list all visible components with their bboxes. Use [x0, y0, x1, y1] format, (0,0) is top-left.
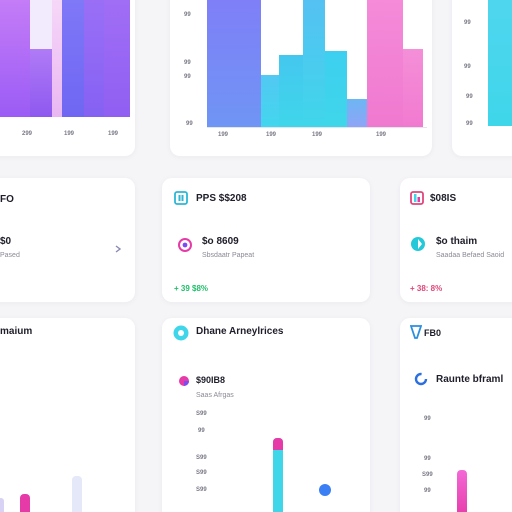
y-tick-label: S99 [422, 472, 433, 478]
metric-value: $o thaim [436, 236, 478, 247]
y-tick-label: 99 [464, 20, 471, 26]
y-tick-label: 99 [184, 12, 191, 18]
chart-card-bottom-mid: Dhane Arneylrices $90IB8 Saas Afrgas S99… [162, 318, 370, 512]
chart-bar [457, 470, 467, 512]
pie-icon [178, 374, 190, 386]
chart-card-top-left: 299 199 199 [0, 0, 135, 156]
chart-card-bottom-left: maium [0, 318, 135, 512]
chart-gridline [207, 127, 427, 128]
card-title: FO [0, 194, 14, 205]
loader-icon [414, 372, 428, 386]
chart-point [319, 484, 331, 496]
y-tick-label: 99 [424, 456, 431, 462]
card-title: FB0 [424, 328, 442, 338]
y-tick-label: 99 [184, 60, 191, 66]
chart-bar [488, 0, 512, 126]
chart-bar [207, 0, 261, 127]
y-tick-label: 99 [424, 416, 431, 422]
grid-icon [174, 191, 188, 205]
chart-bar [0, 498, 4, 512]
y-tick-label: 99 [186, 121, 193, 127]
user-icon [410, 236, 426, 252]
chart-bar [104, 0, 130, 117]
chart-bar [20, 494, 30, 512]
x-tick-label: 199 [108, 131, 119, 137]
chart-bar [279, 55, 303, 127]
y-tick-label: S99 [196, 487, 207, 493]
chart-bar [347, 99, 367, 127]
chart-bar [261, 75, 279, 127]
chart-bar [273, 438, 283, 512]
y-tick-label: 99 [424, 488, 431, 494]
x-tick-label: 299 [22, 131, 33, 137]
card-title: PPS $$208 [196, 193, 247, 204]
metric-card-left[interactable]: FO $0 Pased [0, 178, 135, 302]
metric-value: Raunte bframl [436, 374, 504, 385]
chart-bar [30, 0, 52, 49]
x-tick-label: 199 [218, 132, 229, 138]
x-tick-label: 199 [64, 131, 75, 137]
metric-delta: + 39 $8% [174, 284, 209, 293]
x-tick-label: 199 [376, 132, 387, 138]
y-tick-label: 99 [198, 428, 205, 434]
metric-value: $0 [0, 236, 12, 247]
chart-plot-area [0, 0, 135, 117]
chart-bar [84, 0, 104, 117]
chart-bar [273, 438, 283, 450]
x-tick-label: 199 [312, 132, 323, 138]
metric-value: $o 8609 [202, 236, 239, 247]
refresh-icon[interactable] [173, 325, 189, 341]
chart-card-top-mid: 99 99 99 99 199 199 199 199 [170, 0, 432, 156]
card-title: $08IS [430, 193, 457, 204]
chart-bar [0, 0, 30, 117]
y-tick-label: S99 [196, 411, 207, 417]
y-tick-label: S99 [196, 455, 207, 461]
chart-bar [303, 0, 325, 127]
metric-card-mid[interactable]: PPS $$208 $o 8609 Sbsdaatr Papeat + 39 $… [162, 178, 370, 302]
funnel-icon [409, 325, 423, 339]
chart-plot-area [207, 0, 427, 127]
metric-subtitle: Sbsdaatr Papeat [202, 252, 255, 259]
chevron-right-icon[interactable] [114, 240, 122, 253]
chart-bar [72, 476, 82, 512]
y-tick-label: 99 [184, 74, 191, 80]
target-icon [178, 238, 192, 252]
chart-bar [52, 0, 62, 117]
y-tick-label: 99 [464, 64, 471, 70]
chart-bar [62, 0, 84, 117]
x-tick-label: 199 [266, 132, 277, 138]
card-title: maium [0, 326, 33, 337]
y-tick-label: 99 [466, 94, 473, 100]
chart-bar [325, 51, 347, 127]
metric-subtitle: Saas Afrgas [196, 392, 234, 399]
metric-value: $90IB8 [196, 375, 226, 385]
chart-bar [30, 49, 52, 117]
chart-card-bottom-right: FB0 Raunte bframl 99 99 S99 99 [400, 318, 512, 512]
chart-bar [403, 49, 423, 127]
metric-subtitle: Saadaa Befaed Saoid [436, 252, 505, 259]
metric-delta: + 38: 8% [410, 284, 443, 293]
metric-card-right[interactable]: $08IS $o thaim Saadaa Befaed Saoid + 38:… [400, 178, 512, 302]
y-tick-label: 99 [466, 121, 473, 127]
metric-subtitle: Pased [0, 252, 20, 259]
y-tick-label: S99 [196, 470, 207, 476]
chart-card-top-right: 99 99 99 99 [452, 0, 512, 156]
chart-icon [410, 191, 424, 205]
card-title: Dhane Arneylrices [196, 326, 284, 337]
chart-bar [367, 0, 403, 127]
